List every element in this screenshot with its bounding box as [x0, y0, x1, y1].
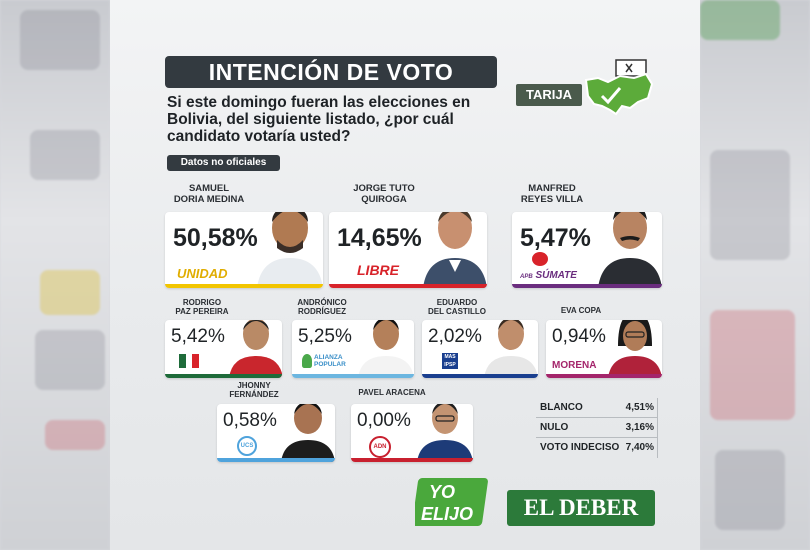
- candidate-5-photo: [358, 320, 414, 378]
- page-title: INTENCIÓN DE VOTO: [165, 56, 497, 88]
- candidate-1-percent: 50,58%: [173, 224, 258, 252]
- unofficial-tag: Datos no oficiales: [167, 155, 280, 171]
- svg-text:ELIJO: ELIJO: [421, 504, 473, 524]
- candidate-card-1: 50,58% UNIDAD: [165, 212, 323, 288]
- svg-text:YO: YO: [429, 482, 455, 502]
- candidate-9-stripe: [351, 458, 473, 462]
- candidate-7-stripe: [546, 374, 662, 378]
- candidate-6-percent: 2,02%: [428, 326, 482, 347]
- ucs-logo: UCS: [237, 436, 257, 456]
- candidate-4-photo: [229, 320, 282, 378]
- other-row-blanco: BLANCO 4,51%: [536, 398, 658, 418]
- background-right: [700, 0, 810, 550]
- candidate-3-percent: 5,47%: [520, 224, 591, 252]
- alianza-logo: ALIANZA POPULAR: [314, 354, 346, 368]
- candidate-6-photo: [484, 320, 538, 378]
- candidate-card-8: 0,58% UCS: [217, 404, 335, 462]
- alianza-hand-icon: [302, 354, 312, 368]
- candidate-card-6: 2,02% MAS IPSP: [422, 320, 538, 378]
- candidate-card-9: 0,00% ADN: [351, 404, 473, 462]
- candidate-4-name: RODRIGO PAZ PEREIRA: [175, 298, 229, 316]
- candidate-8-photo: [281, 404, 335, 462]
- candidate-9-name: PAVEL ARACENA: [358, 388, 426, 397]
- candidate-card-2: 14,65% LIBRE: [329, 212, 487, 288]
- candidate-card-5: 5,25% ALIANZA POPULAR: [292, 320, 414, 378]
- candidate-3-stripe: [512, 284, 662, 288]
- candidate-8-name: JHONNY FERNÁNDEZ: [229, 381, 279, 399]
- candidate-8-percent: 0,58%: [223, 410, 277, 431]
- sumate-star-icon: [532, 252, 548, 266]
- el-deber-logo: EL DEBER: [507, 490, 655, 526]
- candidate-1-stripe: [165, 284, 323, 288]
- candidate-2-photo: [423, 212, 487, 288]
- pdc-logo: [179, 354, 200, 368]
- candidate-6-stripe: [422, 374, 538, 378]
- candidate-7-photo: [608, 320, 662, 378]
- infographic-panel: INTENCIÓN DE VOTO Si este domingo fueran…: [110, 0, 700, 550]
- adn-logo: ADN: [369, 436, 391, 458]
- candidate-8-stripe: [217, 458, 335, 462]
- checkmark-icon: [600, 87, 622, 105]
- other-results-table: BLANCO 4,51% NULO 3,16% VOTO INDECISO 7,40%: [536, 398, 658, 458]
- morena-logo: MORENA: [552, 360, 597, 371]
- candidate-3-photo: [598, 212, 662, 288]
- candidate-5-percent: 5,25%: [298, 326, 352, 347]
- candidate-4-percent: 5,42%: [171, 326, 225, 347]
- other-row-nulo: NULO 3,16%: [536, 418, 658, 438]
- candidate-7-name: EVA COPA: [560, 306, 602, 315]
- region-label: TARIJA: [516, 84, 582, 106]
- candidate-1-name: SAMUEL DORIA MEDINA: [173, 183, 245, 205]
- ballot-box-icon: [615, 59, 647, 77]
- yo-elijo-logo: YO ELIJO: [415, 478, 488, 526]
- tarija-map-icon: [584, 59, 654, 116]
- candidate-3-name: MANFRED REYES VILLA: [520, 183, 584, 205]
- candidate-2-percent: 14,65%: [337, 224, 422, 252]
- candidate-2-name: JORGE TUTO QUIROGA: [353, 183, 415, 205]
- candidate-7-percent: 0,94%: [552, 326, 606, 347]
- candidate-5-name: ANDRÓNICO RODRÍGUEZ: [297, 298, 347, 316]
- libre-logo: LIBRE: [357, 262, 399, 278]
- candidate-5-stripe: [292, 374, 414, 378]
- candidate-card-4: 5,42%: [165, 320, 282, 378]
- candidate-1-photo: [257, 212, 323, 288]
- sumate-logo: APB SÚMATE: [520, 270, 577, 281]
- candidate-9-percent: 0,00%: [357, 410, 411, 431]
- unidad-logo: UNIDAD: [177, 266, 228, 281]
- survey-question: Si este domingo fueran las elecciones en…: [167, 94, 471, 145]
- mas-logo: MAS IPSP: [442, 353, 458, 369]
- other-row-indeciso: VOTO INDECISO 7,40%: [536, 438, 658, 458]
- candidate-2-stripe: [329, 284, 487, 288]
- candidate-9-photo: [417, 404, 473, 462]
- candidate-card-3: 5,47% APB SÚMATE: [512, 212, 662, 288]
- candidate-card-7: 0,94% MORENA: [546, 320, 662, 378]
- candidate-4-stripe: [165, 374, 282, 378]
- candidate-6-name: EDUARDO DEL CASTILLO: [427, 298, 487, 316]
- background-left: [0, 0, 110, 550]
